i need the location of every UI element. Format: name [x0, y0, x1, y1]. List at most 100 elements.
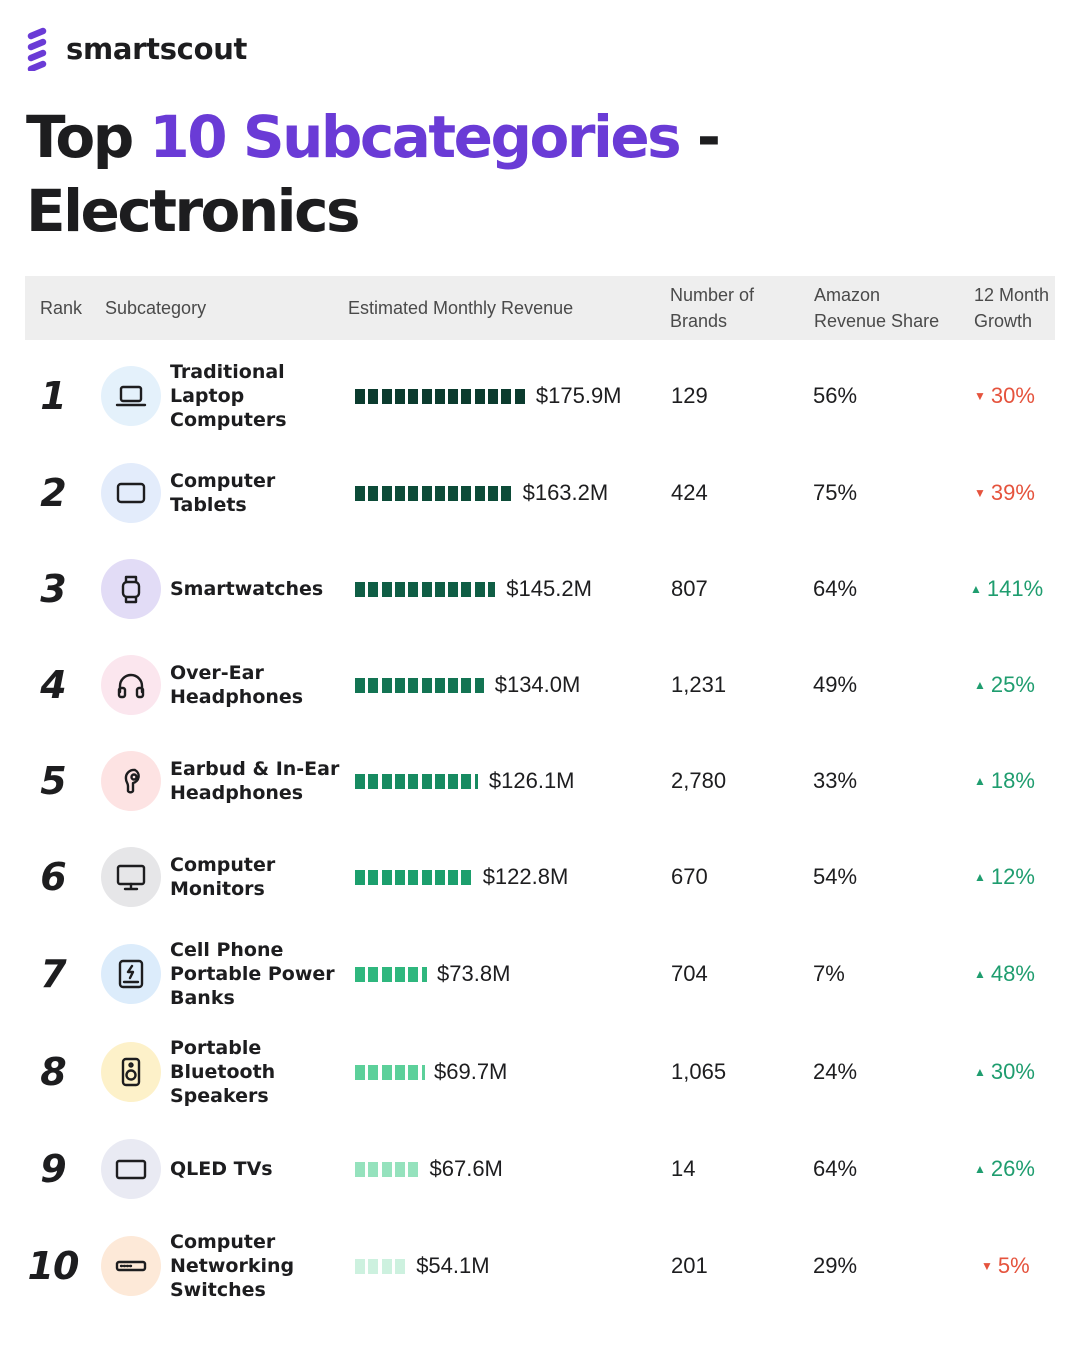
revenue-bar-segment [368, 774, 379, 789]
subcategory-name: Smartwatches [170, 578, 324, 600]
triangle-up-icon: ▲ [974, 870, 986, 884]
subcategory-icon-badge [101, 559, 161, 619]
revenue-bar-segment [394, 774, 405, 789]
brand-count: 14 [671, 1156, 696, 1181]
revenue-bar-segment [421, 967, 427, 982]
revenue-share: 56% [813, 383, 858, 408]
revenue-bar-segment [394, 870, 405, 885]
tv-icon [115, 1159, 147, 1180]
revenue-bar-segment [434, 486, 445, 501]
revenue-bar-segment [394, 678, 405, 693]
revenue-bar-segment [368, 486, 379, 501]
smartscout-logo-icon [27, 27, 47, 71]
growth-percent: 26% [990, 1156, 1035, 1181]
revenue-bar-segment [368, 389, 379, 404]
headphones-icon [117, 673, 145, 699]
growth-percent: 25% [990, 672, 1035, 697]
revenue-bar-segment [474, 582, 485, 597]
subcategory-icon-badge [101, 1042, 161, 1102]
revenue-label: $122.8M [482, 864, 569, 889]
revenue-bar-segment [448, 389, 459, 404]
table-row: 4 Over-Ear Headphones $134.0M 1,231 49% ▲ 25% [25, 637, 1055, 733]
revenue-label: $134.0M [494, 672, 581, 697]
table-row: 7 Cell Phone Portable Power Banks $73.8M 70… [25, 926, 1055, 1022]
column-header-growth: 12 Month Growth [974, 285, 1050, 331]
revenue-bar-segment [461, 870, 472, 885]
growth-value: ▼ 39% [974, 477, 1035, 509]
revenue-bar-segment [421, 1065, 425, 1080]
revenue-bar-segment [474, 486, 485, 501]
revenue-bar-segment [474, 389, 485, 404]
column-header-subcategory: Subcategory [105, 298, 207, 318]
brand-header: smartscout [24, 26, 247, 72]
revenue-bar-segment [474, 678, 484, 693]
brand-count: 424 [671, 480, 708, 505]
revenue-bar-segment [448, 774, 459, 789]
growth-value: ▲ 25% [974, 669, 1035, 701]
revenue-bar-segment [408, 389, 419, 404]
growth-percent: 18% [990, 768, 1035, 793]
revenue-bar-segment [355, 486, 365, 501]
triangle-down-icon: ▼ [981, 1259, 993, 1273]
revenue-bar-segment [394, 1065, 405, 1080]
subcategory-name: Computer Networking Switches [170, 1231, 295, 1301]
revenue-bar-segment [355, 967, 365, 982]
subcategory-name: Traditional Laptop Computers [170, 361, 287, 431]
revenue-label: $145.2M [506, 576, 592, 601]
triangle-up-icon: ▲ [974, 967, 986, 981]
revenue-bar-segment [421, 774, 432, 789]
rank-number: 1 [40, 374, 66, 418]
subcategory-icon-badge [101, 1139, 161, 1199]
growth-percent: 39% [990, 480, 1035, 505]
table-header: Rank Subcategory Estimated Monthly Reven… [25, 276, 1055, 340]
growth-value: ▲ 141% [970, 573, 1043, 605]
revenue-bar-segment [461, 774, 472, 789]
revenue-bar-segment [488, 582, 495, 597]
table-row: 6 Computer Monitors $122.8M 670 54% ▲ 12% [25, 829, 1055, 925]
revenue-label: $69.7M [434, 1059, 508, 1084]
revenue-bar-segment [368, 582, 379, 597]
tablet-icon [116, 482, 146, 504]
column-header-revenue: Estimated Monthly Revenue [348, 298, 574, 318]
revenue-share: 29% [813, 1253, 858, 1278]
revenue-share: 24% [813, 1059, 858, 1084]
triangle-up-icon: ▲ [974, 1162, 986, 1176]
revenue-bar-segment [448, 486, 459, 501]
table-row: 10 Computer Networking Switches $54.1M 201 2… [25, 1218, 1055, 1314]
speaker-icon [121, 1057, 141, 1087]
revenue-bar-segment [394, 1259, 405, 1274]
revenue-bar-segment [448, 678, 459, 693]
revenue-bar-segment [421, 582, 432, 597]
growth-value: ▲ 12% [974, 861, 1035, 893]
revenue-bar-segment [421, 870, 432, 885]
revenue-bar-segment [381, 1259, 392, 1274]
revenue-bar-segment [355, 1162, 365, 1177]
revenue-bar-segment [448, 870, 459, 885]
revenue-bar-segment [421, 678, 432, 693]
revenue-bar-segment [408, 1162, 419, 1177]
brand-count: 1,065 [671, 1059, 727, 1084]
revenue-bar-segment [381, 967, 392, 982]
subcategory-icon-badge [101, 1236, 161, 1296]
subcategory-name: Earbud & In-Ear Headphones [170, 758, 340, 804]
revenue-bar-segment [461, 486, 472, 501]
revenue-bar-segment [381, 678, 392, 693]
triangle-down-icon: ▼ [974, 486, 986, 500]
monitor-icon [116, 864, 146, 891]
revenue-bar-segment [488, 389, 498, 404]
table-row: 8 Portable Bluetooth Speakers $69.7M 1,065 2… [25, 1024, 1055, 1120]
revenue-bar-segment [408, 486, 419, 501]
growth-value: ▼ 5% [981, 1250, 1030, 1282]
revenue-bar-segment [394, 1162, 405, 1177]
brand-name: smartscout [66, 32, 248, 66]
growth-value: ▲ 26% [974, 1153, 1035, 1185]
revenue-bar-segment [474, 774, 478, 789]
revenue-bar-segment [501, 389, 512, 404]
subcategory-name: Portable Bluetooth Speakers [170, 1037, 276, 1107]
revenue-bar-segment [461, 389, 472, 404]
subcategory-name: Computer Tablets [170, 470, 276, 516]
power-bank-icon [118, 959, 144, 989]
revenue-label: $67.6M [429, 1156, 503, 1181]
triangle-up-icon: ▲ [970, 582, 982, 596]
column-header-rank: Rank [40, 298, 83, 318]
